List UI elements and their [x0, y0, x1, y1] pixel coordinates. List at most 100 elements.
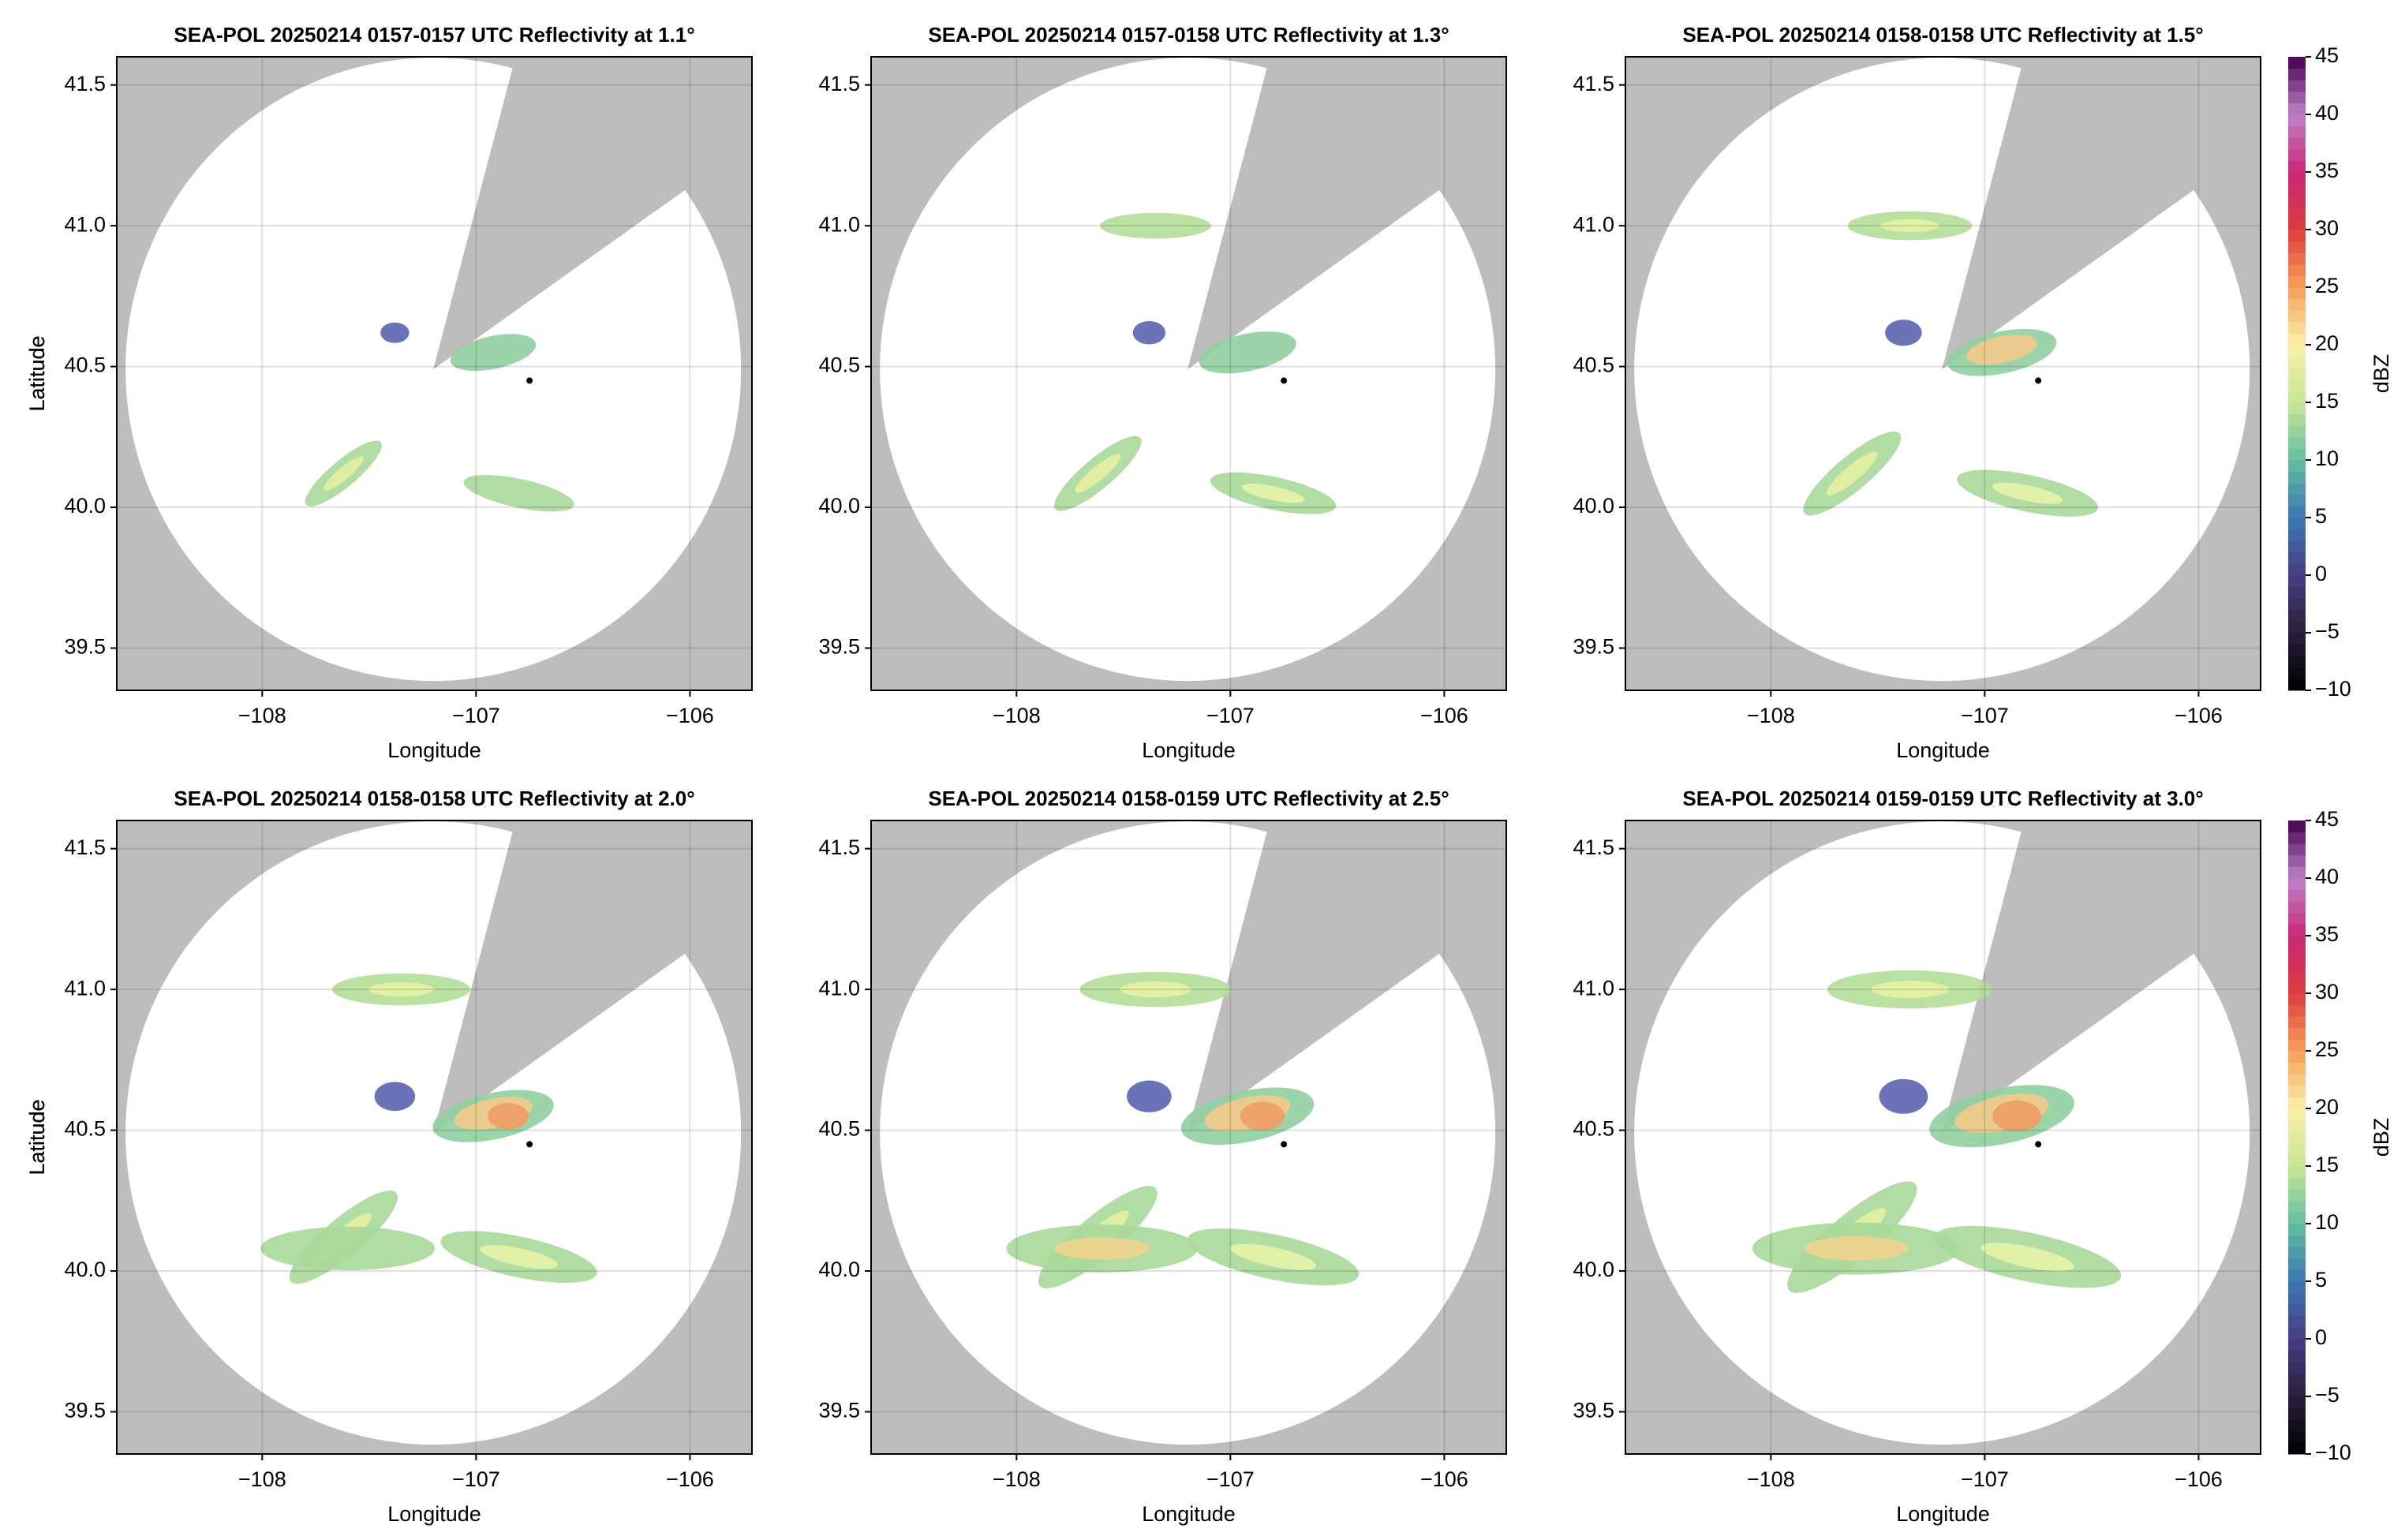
site-marker	[526, 1141, 533, 1148]
colorbar-step	[2288, 1339, 2306, 1351]
y-tick-label: 41.5	[64, 835, 106, 859]
colorbar-step	[2288, 901, 2306, 914]
colorbar-step	[2288, 575, 2306, 588]
colorbar-step	[2288, 195, 2306, 207]
colorbar-step	[2288, 609, 2306, 622]
colorbar-step	[2288, 1189, 2306, 1202]
colorbar-step	[2288, 402, 2306, 415]
colorbar-step	[2288, 68, 2306, 80]
colorbar-step	[2288, 1362, 2306, 1374]
panel: −108 −107 −106 39.5 40.0 40.5 41.0 41.5 SEA-POL …	[25, 23, 1507, 762]
colorbar-label: dBZ	[2369, 1118, 2393, 1157]
echo	[323, 456, 364, 491]
y-tick-label: 41.5	[818, 72, 860, 95]
x-tick-label: −107	[452, 704, 500, 727]
panel: −108 −107 −106 39.5 40.0 40.5 41.0 41.5 SEA-POL …	[25, 787, 1507, 1526]
colorbar-step	[2288, 1385, 2306, 1397]
x-tick-label: −106	[1420, 704, 1468, 727]
chart-title: SEA-POL 20250214 0157-0157 UTC Reflectiv…	[174, 23, 694, 47]
x-tick-label: −107	[1961, 1467, 2009, 1491]
colorbar-step	[2288, 1269, 2306, 1282]
colorbar-step	[2288, 57, 2306, 69]
colorbar: −10 −5 0 5 10 15 20 25 30 35 40 45 dBZ	[2288, 43, 2393, 701]
colorbar-tick-label: 5	[2315, 1268, 2327, 1291]
echo	[1880, 219, 1939, 233]
panel: −108 −107 −106 39.5 40.0 40.5 41.0 41.5 SEA-POL …	[25, 23, 2393, 762]
y-tick-label: 41.5	[64, 72, 106, 95]
colorbar-step	[2288, 103, 2306, 115]
site-marker	[2035, 377, 2042, 384]
echo	[1826, 451, 1878, 495]
y-tick-label: 41.0	[1573, 212, 1614, 236]
colorbar-step	[2288, 80, 2306, 92]
echo	[1992, 482, 2063, 504]
colorbar-step	[2288, 287, 2306, 300]
y-axis-label: Latitude	[25, 335, 49, 411]
colorbar-step	[2288, 91, 2306, 103]
colorbar-step	[2288, 1350, 2306, 1362]
echo	[1980, 1243, 2074, 1272]
axes-frame	[870, 820, 1507, 1455]
colorbar-step	[2288, 148, 2306, 161]
chart-title: SEA-POL 20250214 0158-0159 UTC Reflectiv…	[928, 787, 1449, 810]
echo	[1054, 1237, 1150, 1260]
colorbar-step	[2288, 644, 2306, 656]
y-tick-label: 39.5	[1573, 1399, 1614, 1422]
colorbar-step	[2288, 1085, 2306, 1097]
colorbar-step	[2288, 1097, 2306, 1109]
echo	[1241, 484, 1305, 503]
y-tick-label: 40.5	[818, 1117, 860, 1141]
colorbar-tick-label: 45	[2315, 43, 2339, 67]
x-tick-label: −107	[1206, 1467, 1255, 1491]
colorbar-step	[2288, 598, 2306, 611]
colorbar-step	[2288, 1396, 2306, 1409]
colorbar-tick-label: 30	[2315, 980, 2339, 1004]
colorbar-step	[2288, 912, 2306, 925]
colorbar-step	[2288, 1373, 2306, 1385]
x-axis-label: Longitude	[1896, 1502, 1990, 1526]
echo	[1870, 981, 1949, 999]
colorbar-step	[2288, 160, 2306, 173]
panel: −108 −107 −106 39.5 40.0 40.5 41.0 41.5 SEA-POL …	[25, 23, 753, 762]
colorbar-tick-label: 25	[2315, 274, 2339, 297]
colorbar-step	[2288, 345, 2306, 357]
colorbar-step	[2288, 368, 2306, 380]
colorbar-step	[2288, 947, 2306, 959]
x-tick-label: −106	[2175, 704, 2223, 727]
colorbar-step	[2288, 563, 2306, 576]
panel: −108 −107 −106 39.5 40.0 40.5 41.0 41.5 SEA-POL …	[25, 787, 2393, 1526]
colorbar-step	[2288, 1327, 2306, 1340]
colorbar-step	[2288, 678, 2306, 691]
echo	[1992, 1100, 2041, 1132]
echo	[1199, 331, 1296, 374]
y-tick-label: 40.5	[818, 353, 860, 377]
colorbar-tick-label: 20	[2315, 331, 2339, 355]
y-tick-label: 41.0	[818, 212, 860, 236]
colorbar-step	[2288, 310, 2306, 323]
y-tick-label: 40.0	[64, 1258, 106, 1281]
chart-title: SEA-POL 20250214 0159-0159 UTC Reflectiv…	[1682, 787, 2203, 810]
y-tick-label: 39.5	[818, 1399, 860, 1422]
site-marker	[526, 377, 533, 384]
colorbar-step	[2288, 518, 2306, 530]
colorbar-step	[2288, 1016, 2306, 1029]
colorbar-step	[2288, 866, 2306, 879]
colorbar-step	[2288, 970, 2306, 982]
colorbar-step	[2288, 1108, 2306, 1121]
colorbar-tick-label: 0	[2315, 562, 2327, 585]
colorbar-step	[2288, 924, 2306, 936]
y-tick-label: 41.5	[1573, 72, 1614, 95]
colorbar-tick-label: 25	[2315, 1037, 2339, 1061]
colorbar-step	[2288, 379, 2306, 391]
y-tick-label: 40.5	[64, 1117, 106, 1141]
colorbar-step	[2288, 586, 2306, 599]
x-tick-label: −106	[2175, 1467, 2223, 1491]
colorbar-step	[2288, 1154, 2306, 1167]
colorbar-step	[2288, 448, 2306, 461]
axes-frame	[870, 56, 1507, 691]
echo	[1230, 1243, 1316, 1270]
echo	[463, 474, 574, 512]
y-tick-label: 40.5	[64, 353, 106, 377]
echo	[1966, 335, 2037, 364]
